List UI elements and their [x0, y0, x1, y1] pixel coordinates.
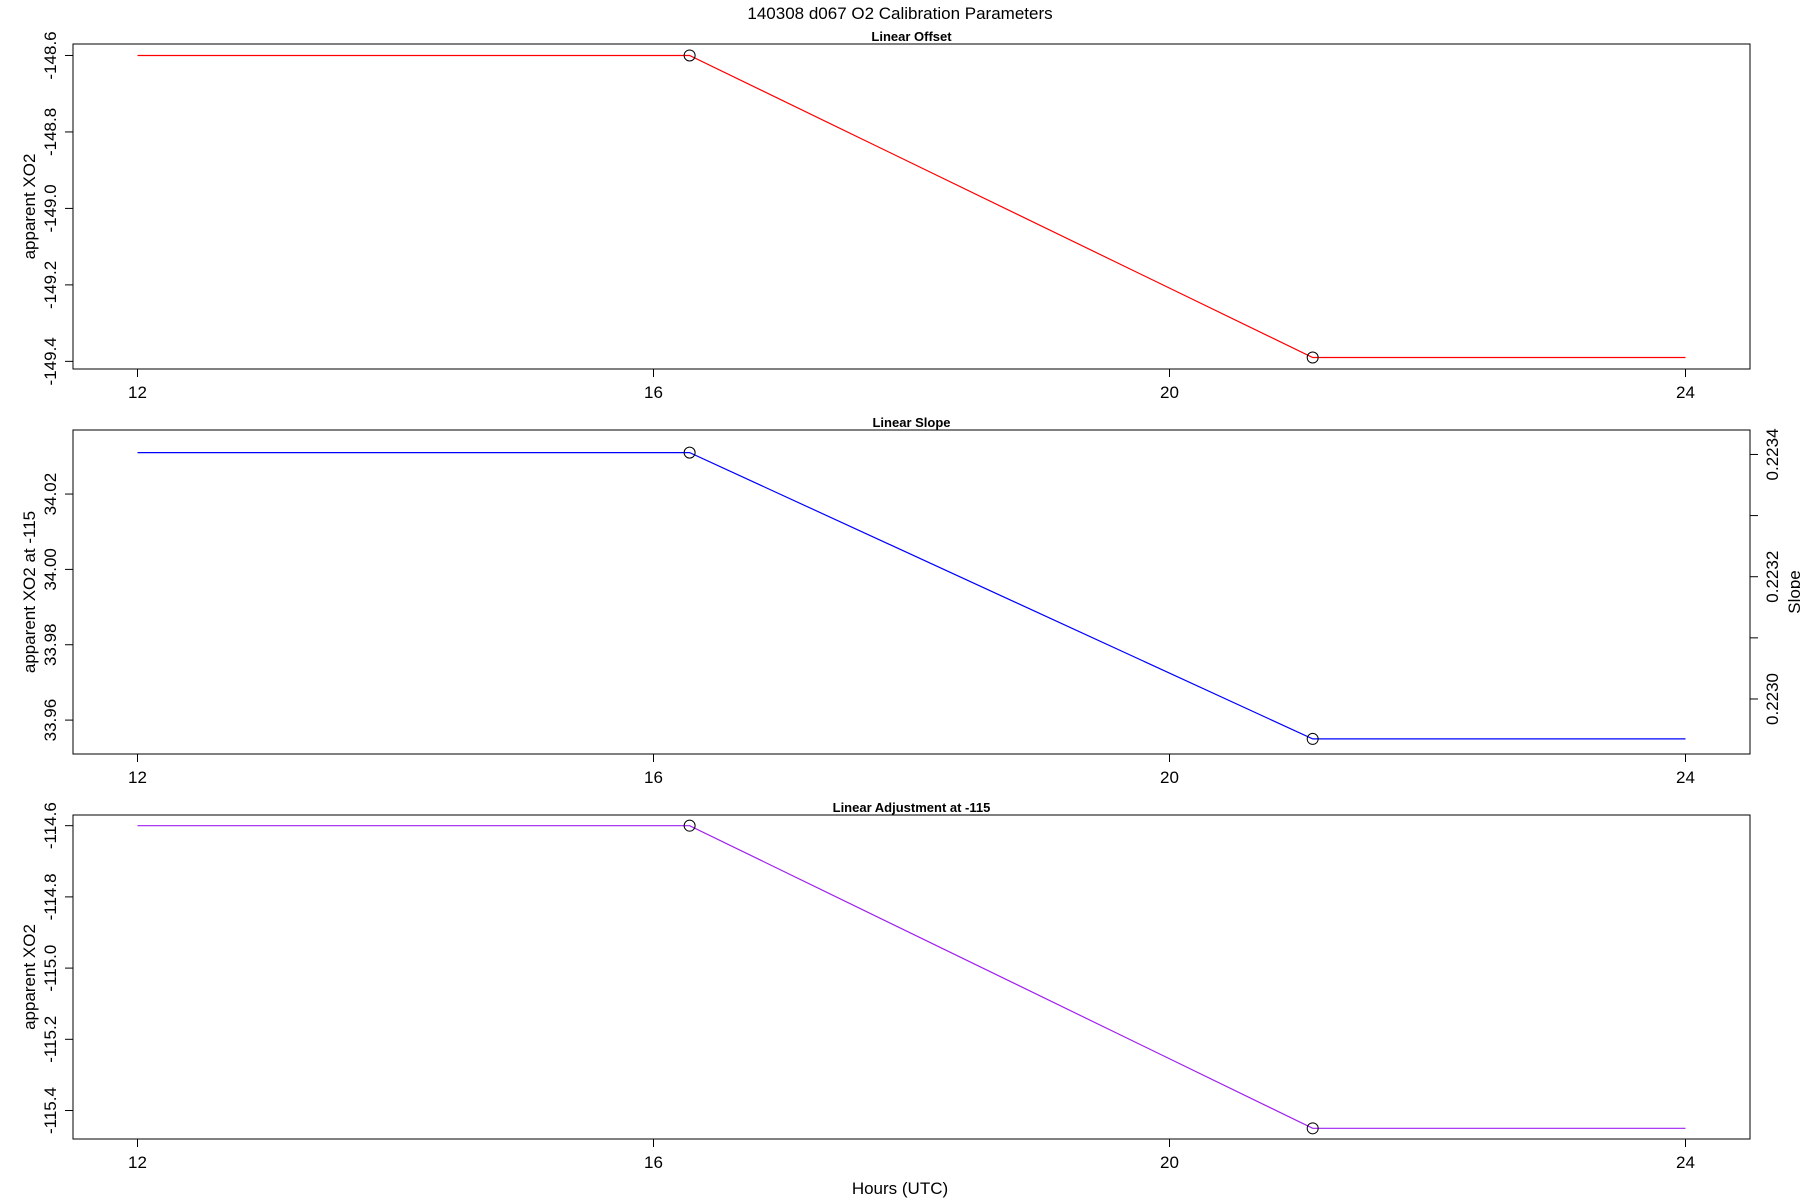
panel-title: Linear Slope	[872, 415, 950, 430]
panel-title: Linear Adjustment at -115	[833, 800, 991, 815]
y-tick-label: -115.4	[41, 1087, 60, 1134]
y-tick-label: -149.0	[41, 184, 60, 232]
right-y-tick-label: 0.2234	[1763, 428, 1782, 480]
x-axis-label: Hours (UTC)	[852, 1179, 948, 1198]
plot-frame	[72, 43, 1751, 370]
series-line	[137, 54, 1686, 359]
figure-title: 140308 d067 O2 Calibration Parameters	[747, 4, 1052, 23]
y-tick-label: -114.6	[41, 802, 60, 849]
chart-panel-2: Linear Slope 12 16 20 24 33.96 33.98 34.00 34.02…	[20, 415, 1800, 787]
x-tick-label: 24	[1676, 383, 1695, 402]
data-point-marker	[683, 49, 696, 62]
y-tick-label: -149.2	[41, 261, 60, 309]
x-tick-label: 24	[1676, 768, 1695, 787]
plot-frame	[72, 429, 1751, 755]
plot-frame	[72, 814, 1751, 1140]
x-tick-label: 12	[128, 768, 147, 787]
x-tick-label: 24	[1676, 1153, 1695, 1172]
y-tick-label: -114.8	[41, 873, 60, 920]
x-tick-label: 12	[128, 383, 147, 402]
x-tick-label: 20	[1160, 383, 1179, 402]
chart-panel-3: Linear Adjustment at -115 12 16 20 24 -115.4 -…	[20, 800, 1751, 1172]
data-point-marker	[683, 819, 696, 832]
right-axis-label: Slope	[1785, 570, 1800, 613]
y-axis-label: apparent XO2	[20, 924, 39, 1030]
data-point-marker	[1306, 351, 1319, 364]
chart-panel-1: Linear Offset 12 16 20 24 -149.4 -149.2 -149.0 -…	[20, 29, 1751, 402]
chart-panels: Linear Offset 12 16 20 24 -149.4 -149.2 -149.0 -…	[20, 29, 1800, 1172]
y-tick-label: 33.96	[41, 699, 60, 742]
right-y-tick-label: 0.2230	[1763, 673, 1782, 725]
x-tick-label: 12	[128, 1153, 147, 1172]
x-tick-label: 20	[1160, 768, 1179, 787]
x-tick-label: 20	[1160, 1153, 1179, 1172]
x-tick-label: 16	[644, 1153, 663, 1172]
panel-title: Linear Offset	[871, 29, 952, 44]
y-tick-label: -115.2	[41, 1016, 60, 1063]
y-axis-label: apparent XO2 at -115	[20, 511, 39, 673]
y-tick-label: -149.4	[41, 337, 60, 385]
series-line	[137, 452, 1686, 740]
x-tick-label: 16	[644, 768, 663, 787]
right-y-tick-label: 0.2232	[1763, 551, 1782, 603]
series-line	[137, 825, 1686, 1129]
y-tick-label: -115.0	[41, 945, 60, 992]
y-tick-label: 34.02	[41, 473, 60, 516]
y-tick-label: 34.00	[41, 548, 60, 591]
data-point-marker	[683, 446, 696, 459]
y-axis-label: apparent XO2	[20, 154, 39, 260]
x-tick-label: 16	[644, 383, 663, 402]
y-tick-label: -148.6	[41, 31, 60, 79]
data-point-marker	[1306, 732, 1319, 745]
data-point-marker	[1306, 1122, 1319, 1135]
y-tick-label: -148.8	[41, 108, 60, 156]
y-tick-label: 33.98	[41, 623, 60, 666]
